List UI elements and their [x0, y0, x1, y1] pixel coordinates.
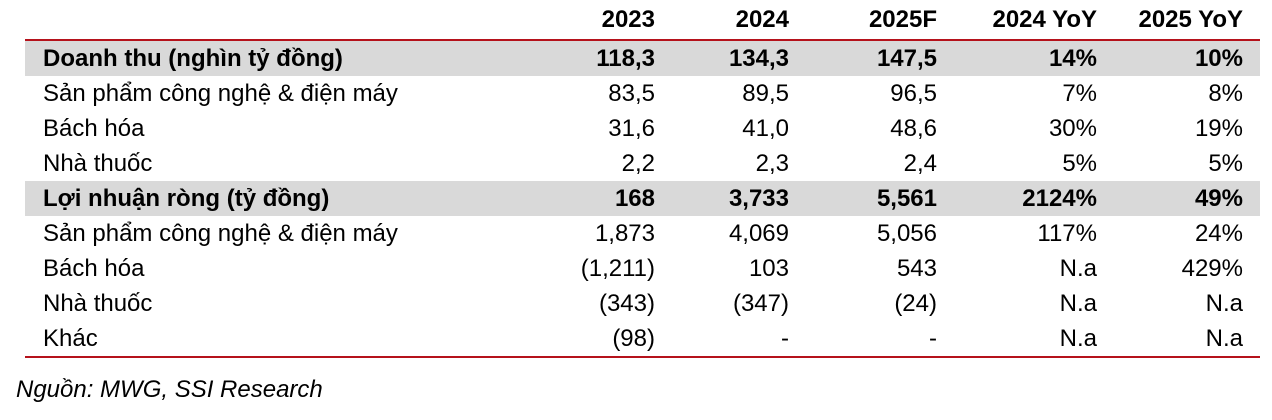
table-cell-2024: 103	[748, 255, 789, 282]
table-cell-2024-yoy: N.a	[1059, 255, 1097, 282]
table-cell-2023: 83,5	[608, 80, 655, 107]
table-cell-2024: 2,3	[755, 150, 789, 177]
table-cell-2025f: 147,5	[876, 45, 937, 72]
table-row: Nhà thuốc 2,2 2,3 2,4 5% 5%	[25, 146, 1260, 181]
table-body: Doanh thu (nghìn tỷ đồng) 118,3 134,3 147,5…	[25, 41, 1260, 356]
header-cell-2023: 2023	[601, 6, 655, 33]
table-row: Nhà thuốc (343) (347) (24) N.a N.a	[25, 286, 1260, 321]
table-cell-2024-yoy: 7%	[1062, 80, 1097, 107]
table-cell-label: Bách hóa	[43, 255, 145, 282]
table-header-row: 2023 2024 2025F 2024 YoY 2025 YoY	[25, 0, 1260, 41]
table-cell-2023: 1,873	[594, 220, 655, 247]
table-cell-2024-yoy: 5%	[1062, 150, 1097, 177]
table-cell-2025f: 5,561	[876, 185, 937, 212]
table-cell-2023: 2,2	[621, 150, 655, 177]
table-cell-2025-yoy: 8%	[1208, 80, 1243, 107]
table-cell-2024: 89,5	[742, 80, 789, 107]
table-cell-2023: 168	[614, 185, 655, 212]
table-cell-2025-yoy: 5%	[1208, 150, 1243, 177]
table-cell-2024: 4,069	[728, 220, 789, 247]
table-cell-label: Doanh thu (nghìn tỷ đồng)	[43, 45, 343, 72]
table-cell-2025-yoy: 429%	[1181, 255, 1243, 282]
table-cell-2025f: 96,5	[890, 80, 937, 107]
table-cell-label: Bách hóa	[43, 115, 145, 142]
table-cell-2025-yoy: 49%	[1194, 185, 1243, 212]
table-cell-2023: (98)	[612, 325, 655, 352]
table-cell-2024-yoy: 30%	[1048, 115, 1097, 142]
table-cell-2024: 3,733	[728, 185, 789, 212]
table-row: Bách hóa (1,211) 103 543 N.a 429%	[25, 251, 1260, 286]
table-cell-2025f: -	[929, 325, 937, 352]
table-section-row: Lợi nhuận ròng (tỷ đồng) 168 3,733 5,561 212…	[25, 181, 1260, 216]
header-cell-2025-yoy: 2025 YoY	[1138, 6, 1243, 33]
header-cell-2025f: 2025F	[868, 6, 937, 33]
table-cell-2025-yoy: 24%	[1194, 220, 1243, 247]
table-cell-label: Sản phẩm công nghệ & điện máy	[43, 80, 398, 107]
table-cell-2025f: (24)	[894, 290, 937, 317]
header-cell-2024: 2024	[735, 6, 789, 33]
table-cell-2025f: 543	[896, 255, 937, 282]
table-cell-2025-yoy: N.a	[1205, 325, 1243, 352]
table-cell-2025-yoy: 10%	[1194, 45, 1243, 72]
table-cell-2025-yoy: N.a	[1205, 290, 1243, 317]
table-row: Bách hóa 31,6 41,0 48,6 30% 19%	[25, 111, 1260, 146]
table-cell-2024-yoy: 117%	[1037, 220, 1097, 247]
table-cell-2024-yoy: 14%	[1048, 45, 1097, 72]
table-cell-2023: 31,6	[608, 115, 655, 142]
table-cell-2023: 118,3	[596, 45, 655, 72]
table-cell-2025f: 5,056	[876, 220, 937, 247]
source-note: Nguồn: MWG, SSI Research	[16, 376, 323, 403]
table-cell-2024: 41,0	[742, 115, 789, 142]
table-cell-2024-yoy: 2124%	[1022, 185, 1097, 212]
table-cell-2024-yoy: N.a	[1059, 325, 1097, 352]
table-cell-label: Lợi nhuận ròng (tỷ đồng)	[43, 185, 330, 212]
table-cell-2024: (347)	[732, 290, 789, 317]
revenue-profit-table: 2023 2024 2025F 2024 YoY 2025 YoY Doanh …	[25, 0, 1260, 358]
table-cell-2024: 134,3	[728, 45, 789, 72]
header-cell-2024-yoy: 2024 YoY	[992, 6, 1097, 33]
table-cell-label: Khác	[43, 325, 98, 352]
table-cell-2024-yoy: N.a	[1059, 290, 1097, 317]
table-section-row: Doanh thu (nghìn tỷ đồng) 118,3 134,3 147,5…	[25, 41, 1260, 76]
table-cell-2025f: 48,6	[890, 115, 937, 142]
table-cell-2023: (343)	[598, 290, 655, 317]
table-cell-2023: (1,211)	[580, 255, 655, 282]
table-row: Khác (98) - - N.a N.a	[25, 321, 1260, 356]
table-cell-2025-yoy: 19%	[1194, 115, 1243, 142]
table-cell-2024: -	[781, 325, 789, 352]
table-cell-label: Nhà thuốc	[43, 290, 153, 317]
table-cell-2025f: 2,4	[903, 150, 937, 177]
table-row: Sản phẩm công nghệ & điện máy 1,873 4,069 5…	[25, 216, 1260, 251]
table-row: Sản phẩm công nghệ & điện máy 83,5 89,5 96,…	[25, 76, 1260, 111]
table-cell-label: Nhà thuốc	[43, 150, 153, 177]
table-bottom-rule	[25, 356, 1260, 358]
table-cell-label: Sản phẩm công nghệ & điện máy	[43, 220, 398, 247]
